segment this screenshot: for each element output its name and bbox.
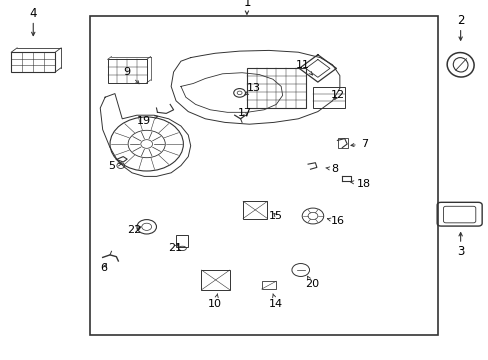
Text: 16: 16	[327, 216, 344, 226]
Bar	[246, 68, 305, 108]
Bar	[176, 235, 188, 247]
Text: 13: 13	[244, 83, 261, 95]
Text: 12: 12	[330, 90, 344, 100]
Text: 11: 11	[296, 60, 312, 75]
Text: 22: 22	[127, 225, 142, 235]
Text: 6: 6	[101, 263, 107, 273]
Text: 7: 7	[350, 139, 367, 149]
Text: 8: 8	[325, 164, 338, 174]
Text: 20: 20	[305, 276, 318, 289]
Bar	[261, 281, 276, 289]
Text: 1: 1	[243, 0, 250, 9]
Text: 18: 18	[350, 179, 370, 189]
Text: 21: 21	[168, 243, 182, 253]
Text: 17: 17	[237, 108, 251, 118]
Text: 19: 19	[137, 116, 158, 126]
Bar	[201, 270, 229, 290]
Text: 4: 4	[29, 7, 37, 20]
Text: 5: 5	[108, 161, 121, 171]
Bar	[243, 201, 267, 219]
Bar	[107, 59, 146, 83]
Bar	[338, 138, 347, 148]
Bar	[90, 16, 437, 335]
Text: 2: 2	[456, 14, 464, 27]
Text: 14: 14	[269, 294, 283, 309]
Bar	[312, 87, 344, 108]
Bar	[11, 52, 55, 72]
Text: 3: 3	[456, 245, 464, 258]
Text: 15: 15	[269, 211, 283, 221]
Text: 10: 10	[208, 294, 222, 309]
Text: 9: 9	[123, 67, 139, 84]
